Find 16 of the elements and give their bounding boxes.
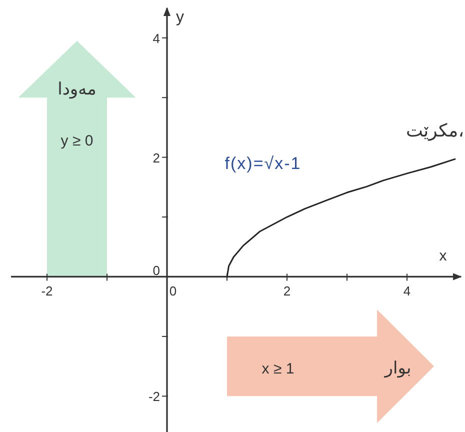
- y-tick-label: 4: [152, 30, 160, 46]
- y-tick-label: -2: [148, 389, 160, 404]
- x-axis-title: x: [439, 248, 448, 265]
- x-tick-label: 0: [169, 284, 177, 299]
- annotation: x ≥ 1: [262, 360, 294, 378]
- annotation: y ≥ 0: [60, 132, 94, 150]
- x-tick-label: 2: [283, 284, 291, 299]
- y-axis-title: y: [176, 9, 184, 26]
- x-tick-label: -2: [41, 284, 53, 299]
- annotation: مەودا: [58, 80, 96, 100]
- annotation: مكرێت،: [406, 120, 464, 142]
- annotation: بوار: [384, 358, 412, 378]
- x-tick-label: 4: [403, 284, 411, 299]
- y-tick-label: 0: [152, 263, 160, 278]
- text: f(x)=√x-1: [224, 154, 302, 174]
- y-tick-label: 2: [152, 150, 160, 166]
